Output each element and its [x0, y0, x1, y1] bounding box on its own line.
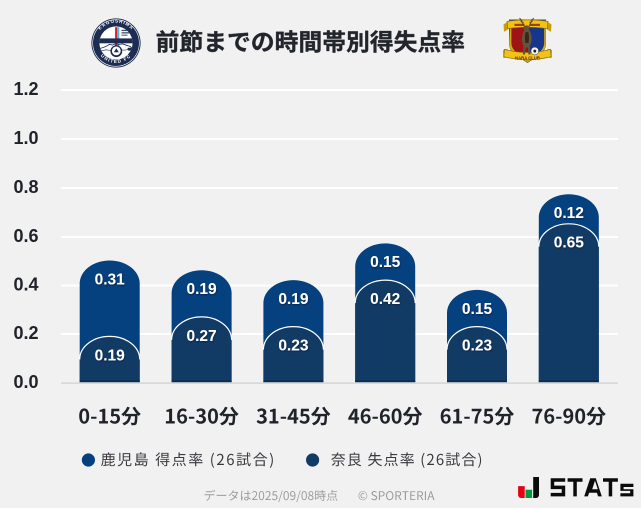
svg-text:0.19: 0.19 — [187, 281, 218, 298]
svg-text:0.2: 0.2 — [13, 323, 38, 343]
svg-text:0.8: 0.8 — [13, 177, 38, 197]
svg-text:0.31: 0.31 — [95, 271, 126, 288]
svg-text:0.65: 0.65 — [554, 235, 585, 252]
svg-text:0.23: 0.23 — [462, 338, 493, 355]
svg-text:0.19: 0.19 — [95, 347, 126, 364]
svg-text:0.6: 0.6 — [13, 226, 38, 246]
svg-text:0.42: 0.42 — [370, 291, 400, 308]
svg-text:0.4: 0.4 — [13, 275, 38, 295]
svg-text:0.23: 0.23 — [278, 338, 309, 355]
svg-text:0.15: 0.15 — [462, 301, 493, 318]
svg-text:NARA CLUB: NARA CLUB — [515, 55, 540, 60]
svg-text:0.15: 0.15 — [370, 254, 401, 271]
svg-text:0.0: 0.0 — [13, 372, 38, 392]
svg-text:0.19: 0.19 — [278, 291, 309, 308]
svg-text:0.12: 0.12 — [554, 205, 584, 222]
svg-text:1.2: 1.2 — [13, 79, 38, 99]
svg-text:UNITED FC: UNITED FC — [100, 53, 132, 64]
svg-text:1.0: 1.0 — [13, 128, 38, 148]
svg-text:0.27: 0.27 — [187, 328, 217, 345]
